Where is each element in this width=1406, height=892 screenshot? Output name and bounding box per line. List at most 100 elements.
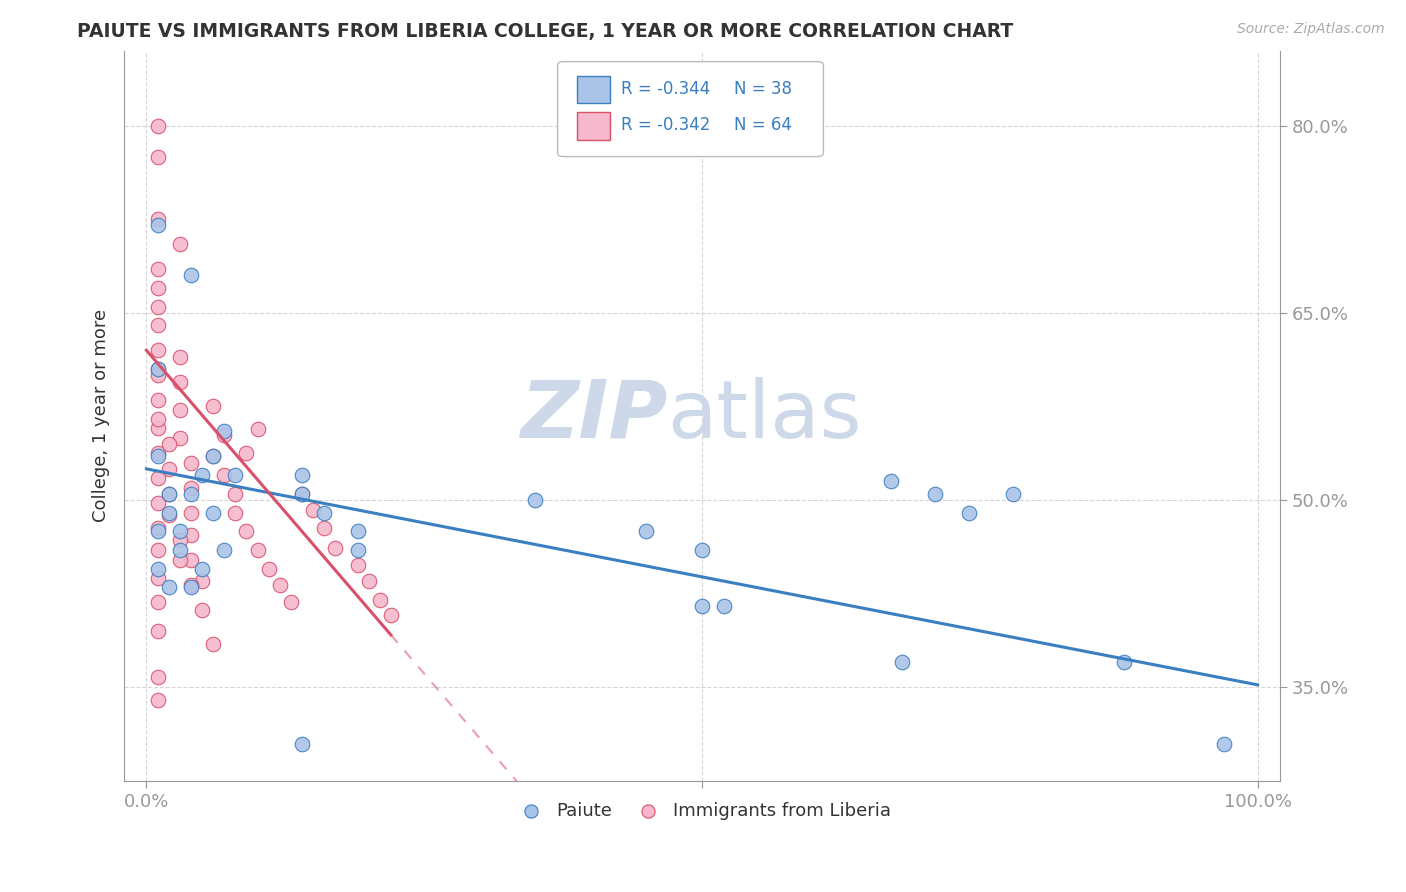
Point	[146, 570, 169, 584]
Point	[291, 468, 314, 483]
Text: PAIUTE VS IMMIGRANTS FROM LIBERIA COLLEGE, 1 YEAR OR MORE CORRELATION CHART: PAIUTE VS IMMIGRANTS FROM LIBERIA COLLEG…	[77, 22, 1014, 41]
Point	[146, 219, 169, 233]
Point	[246, 422, 269, 436]
Point	[146, 562, 169, 576]
Point	[368, 593, 391, 607]
Point	[146, 450, 169, 464]
Text: N = 64: N = 64	[734, 116, 793, 134]
Point	[302, 503, 325, 517]
Point	[146, 262, 169, 277]
Point	[146, 420, 169, 434]
Point	[146, 595, 169, 609]
Point	[957, 506, 980, 520]
Point	[212, 428, 235, 442]
Point	[212, 468, 235, 483]
Point	[157, 487, 180, 501]
Point	[157, 508, 180, 522]
Point	[169, 533, 191, 547]
Point	[180, 581, 202, 595]
Point	[257, 562, 280, 576]
Point	[314, 520, 336, 534]
Point	[357, 574, 380, 589]
Point	[291, 737, 314, 751]
Point	[146, 412, 169, 426]
Point	[146, 212, 169, 227]
Point	[690, 543, 713, 558]
Point	[246, 543, 269, 558]
Point	[291, 487, 314, 501]
Point	[169, 524, 191, 539]
Point	[146, 368, 169, 383]
Point	[180, 528, 202, 542]
Point	[169, 431, 191, 445]
Point	[235, 524, 257, 539]
Point	[235, 445, 257, 459]
Point	[146, 343, 169, 358]
Point	[146, 300, 169, 314]
Point	[202, 450, 225, 464]
Point	[146, 150, 169, 164]
Point	[202, 506, 225, 520]
Text: Source: ZipAtlas.com: Source: ZipAtlas.com	[1237, 22, 1385, 37]
Point	[325, 541, 347, 555]
Point	[212, 543, 235, 558]
Point	[380, 607, 402, 622]
Point	[346, 543, 368, 558]
Point	[346, 524, 368, 539]
Point	[291, 487, 314, 501]
Point	[191, 468, 214, 483]
Point	[191, 603, 214, 617]
Point	[146, 470, 169, 484]
Point	[1114, 656, 1136, 670]
Point	[146, 119, 169, 133]
Point	[224, 487, 246, 501]
Point	[169, 237, 191, 252]
Point	[146, 445, 169, 459]
Point	[146, 624, 169, 639]
Point	[180, 481, 202, 495]
Point	[191, 562, 214, 576]
Point	[202, 637, 225, 651]
Point	[169, 403, 191, 417]
Point	[1002, 487, 1025, 501]
Point	[146, 693, 169, 707]
Point	[146, 520, 169, 534]
Point	[146, 670, 169, 684]
Y-axis label: College, 1 year or more: College, 1 year or more	[93, 310, 110, 523]
Point	[157, 581, 180, 595]
Bar	[578, 112, 610, 140]
Point	[280, 595, 302, 609]
Point	[202, 400, 225, 414]
Legend: Paiute, Immigrants from Liberia: Paiute, Immigrants from Liberia	[506, 794, 898, 827]
FancyBboxPatch shape	[558, 62, 824, 157]
Point	[180, 268, 202, 283]
Point	[180, 506, 202, 520]
Point	[636, 524, 658, 539]
Point	[180, 578, 202, 592]
Point	[157, 506, 180, 520]
Point	[690, 599, 713, 614]
Point	[224, 506, 246, 520]
Point	[157, 487, 180, 501]
Point	[180, 456, 202, 470]
Point	[524, 493, 547, 508]
Point	[157, 462, 180, 476]
Point	[146, 495, 169, 509]
Text: R = -0.344: R = -0.344	[621, 79, 710, 97]
Point	[224, 468, 246, 483]
Point	[169, 553, 191, 567]
Point	[169, 350, 191, 364]
Point	[202, 450, 225, 464]
Point	[891, 656, 914, 670]
Point	[157, 437, 180, 451]
Point	[169, 543, 191, 558]
Point	[146, 393, 169, 408]
Point	[314, 506, 336, 520]
Point	[146, 318, 169, 333]
Point	[191, 574, 214, 589]
Point	[346, 558, 368, 572]
Point	[169, 375, 191, 389]
Point	[713, 599, 735, 614]
Text: atlas: atlas	[668, 376, 862, 455]
Text: ZIP: ZIP	[520, 376, 668, 455]
